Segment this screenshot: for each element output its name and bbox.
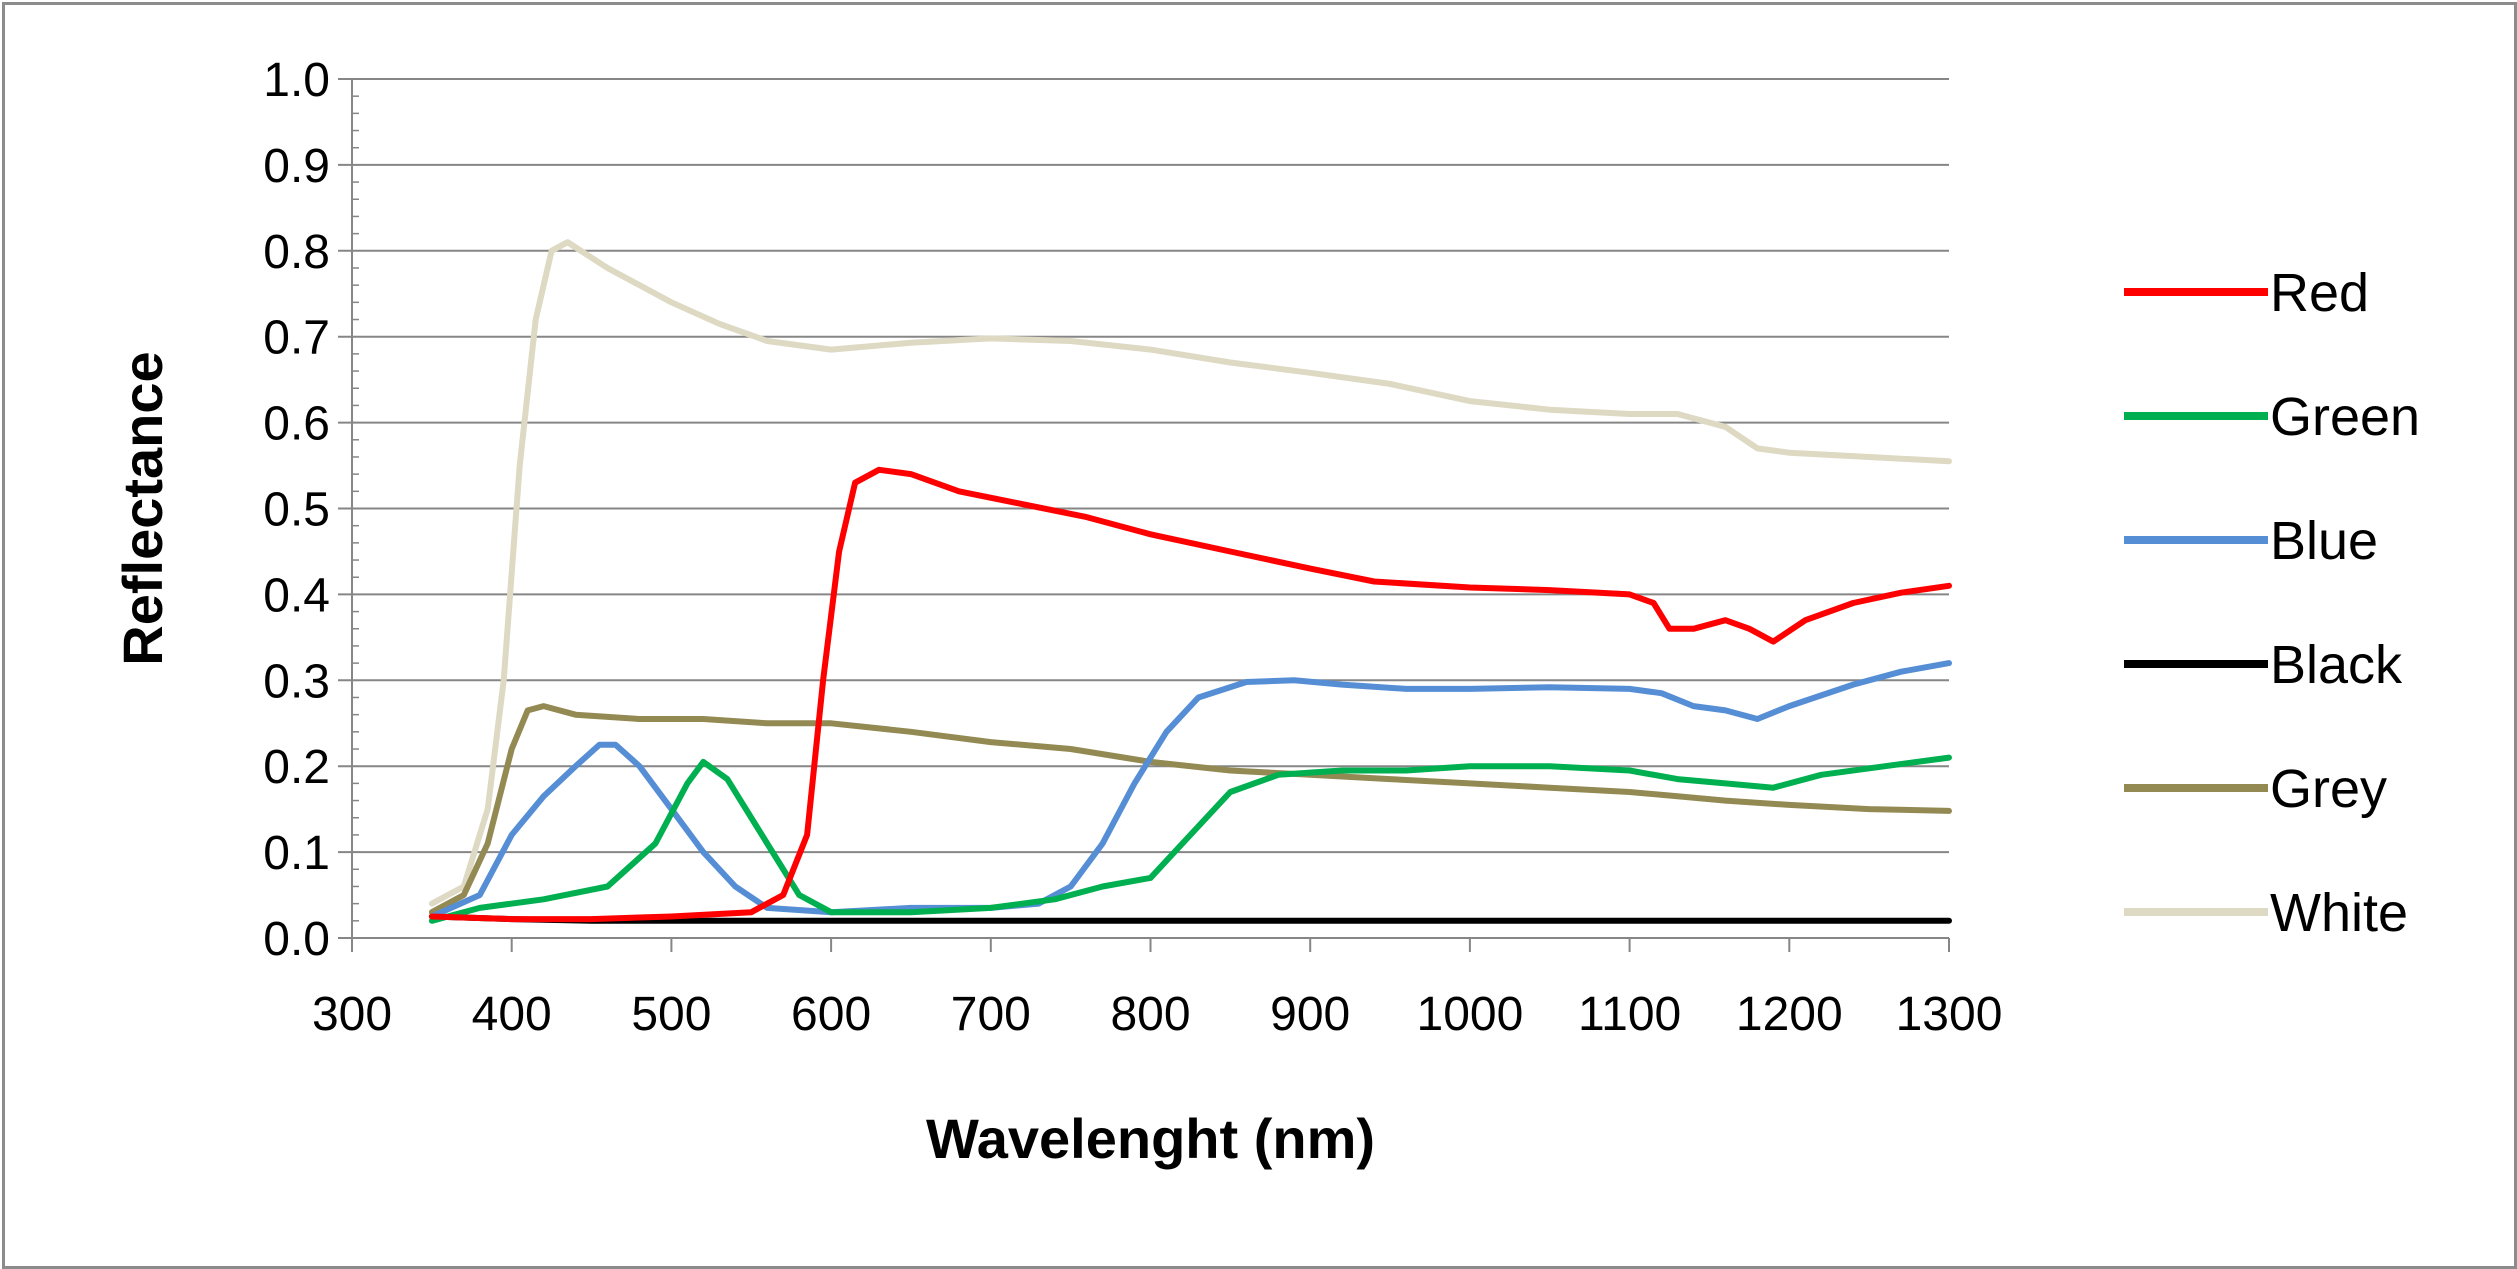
legend-label-green: Green xyxy=(2270,387,2420,447)
legend: Red Green Blue Black Grey White xyxy=(2124,263,2420,943)
x-tick-label: 1000 xyxy=(1417,988,1524,1041)
x-tick-label: 1100 xyxy=(1578,988,1681,1041)
x-tick-label: 700 xyxy=(951,988,1031,1041)
series-line-red xyxy=(428,466,1952,923)
legend-label-white: White xyxy=(2270,883,2408,943)
y-tick-label: 0.1 xyxy=(263,827,330,880)
y-tick-label: 0.6 xyxy=(263,398,330,451)
y-tick-label: 0.9 xyxy=(263,140,330,193)
y-tick-label: 0.7 xyxy=(263,312,330,365)
gridlines xyxy=(338,78,1949,939)
x-tick-labels: 300 400 500 600 700 800 900 1000 1100 1200 1300 xyxy=(312,988,2002,1041)
series-lines xyxy=(428,239,1952,924)
x-axis-title: Wavelenght (nm) xyxy=(926,1107,1375,1170)
legend-label-blue: Blue xyxy=(2270,511,2378,571)
y-tick-label: 0.8 xyxy=(263,226,330,279)
x-tick-label: 600 xyxy=(791,988,871,1041)
x-tick-label: 1200 xyxy=(1736,988,1843,1041)
y-tick-label: 0.5 xyxy=(263,484,330,537)
x-tick-label: 900 xyxy=(1270,988,1350,1041)
legend-label-black: Black xyxy=(2270,635,2403,695)
x-tick-label: 1300 xyxy=(1896,988,2003,1041)
y-axis-title: Reflectance xyxy=(111,351,174,665)
legend-label-grey: Grey xyxy=(2270,759,2387,819)
x-tick-label: 500 xyxy=(631,988,711,1041)
series-line-blue xyxy=(428,660,1952,920)
y-tick-label: 0.4 xyxy=(263,569,330,622)
y-tick-label: 0.3 xyxy=(263,655,330,708)
x-tick-label: 800 xyxy=(1110,988,1190,1041)
x-tick-label: 300 xyxy=(312,988,392,1041)
axes xyxy=(351,79,1950,952)
series-line-white xyxy=(428,239,1952,907)
series-line-green xyxy=(428,754,1952,924)
series-line-grey xyxy=(428,703,1952,916)
y-tick-label: 0.0 xyxy=(263,913,330,966)
y-tick-label: 1.0 xyxy=(263,54,330,107)
y-tick-labels: 0.0 0.1 0.2 0.3 0.4 0.5 0.6 0.7 0.8 0.9 1.0 xyxy=(263,54,330,966)
y-tick-label: 0.2 xyxy=(263,741,330,794)
legend-label-red: Red xyxy=(2270,263,2369,323)
x-tick-label: 400 xyxy=(472,988,552,1041)
y-minor-ticks xyxy=(352,78,359,939)
